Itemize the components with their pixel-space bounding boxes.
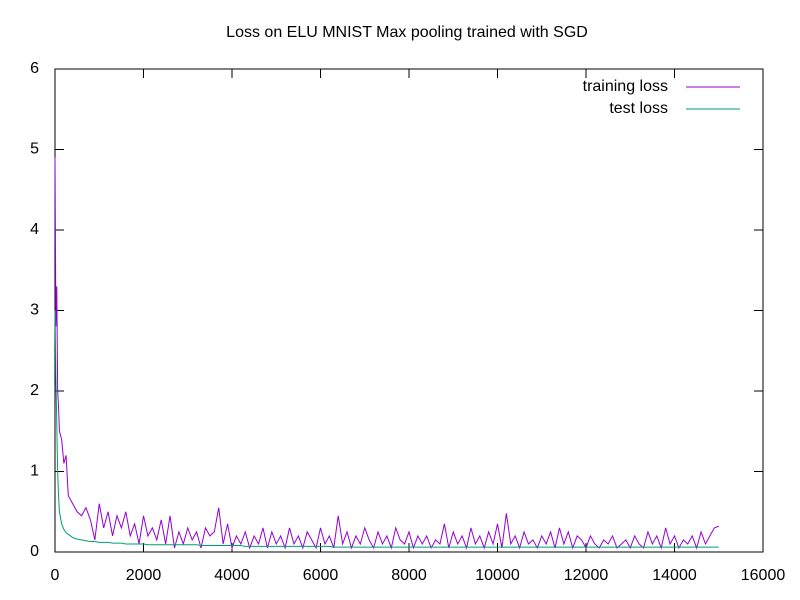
x-tick-label: 8000 (391, 567, 427, 584)
legend-label: test loss (609, 100, 668, 117)
y-tick-label: 6 (30, 60, 39, 77)
y-tick-label: 5 (30, 141, 39, 158)
y-tick-label: 3 (30, 302, 39, 319)
plot-frame (54, 68, 764, 553)
x-tick-label: 12000 (564, 567, 609, 584)
x-tick-label: 0 (51, 567, 60, 584)
x-tick-label: 4000 (214, 567, 250, 584)
y-tick-label: 1 (30, 463, 39, 480)
legend-label: training loss (583, 78, 668, 95)
x-tick-label: 14000 (652, 567, 697, 584)
y-tick-label: 4 (30, 221, 39, 238)
x-tick-label: 2000 (126, 567, 162, 584)
x-tick-label: 6000 (303, 567, 339, 584)
y-tick-label: 0 (30, 543, 39, 560)
series-line (54, 310, 719, 548)
x-tick-label: 16000 (741, 567, 786, 584)
series-line (54, 157, 719, 550)
y-tick-label: 2 (30, 382, 39, 399)
x-tick-label: 10000 (475, 567, 520, 584)
chart-title: Loss on ELU MNIST Max pooling trained wi… (226, 24, 588, 41)
